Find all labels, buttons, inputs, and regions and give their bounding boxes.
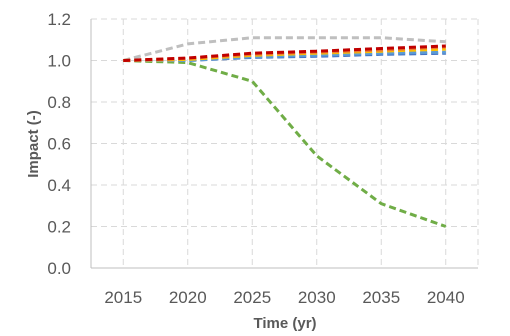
y-tick-label: 0.0 xyxy=(47,259,71,278)
x-tick-label: 2030 xyxy=(298,288,336,307)
x-tick-label: 2040 xyxy=(427,288,465,307)
series-line-2 xyxy=(123,59,447,228)
x-axis-title: Time (yr) xyxy=(253,315,316,332)
axis-layer xyxy=(90,19,478,269)
y-tick-label: 0.4 xyxy=(47,176,71,195)
y-tick-label: 0.6 xyxy=(47,135,71,154)
series-line-4 xyxy=(123,50,446,62)
y-axis-title: Impact (-) xyxy=(25,110,42,178)
label-layer: 0.0 0.2 0.4 0.6 0.8 1.0 1.2 2015 2020 2025 2030 203… xyxy=(47,10,464,307)
series-line-7 xyxy=(123,44,446,62)
x-tick-label: 2020 xyxy=(169,288,207,307)
y-tick-label: 0.2 xyxy=(47,218,71,237)
series-line-1 xyxy=(122,36,446,62)
series-layer xyxy=(122,36,447,228)
x-tick-label: 2035 xyxy=(362,288,400,307)
x-tick-label: 2015 xyxy=(104,288,142,307)
grid-layer xyxy=(91,18,479,268)
x-tick-label: 2025 xyxy=(233,288,271,307)
y-tick-label: 1.0 xyxy=(47,52,71,71)
y-tick-label: 0.8 xyxy=(47,93,71,112)
y-tick-label: 1.2 xyxy=(47,10,71,29)
